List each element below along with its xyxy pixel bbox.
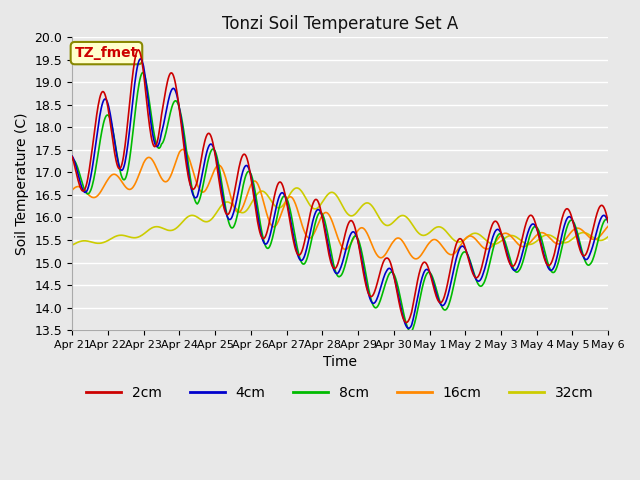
2cm: [604, 219, 612, 225]
8cm: [210, 146, 218, 152]
2cm: [210, 144, 218, 149]
2cm: [557, 222, 564, 228]
32cm: [385, 222, 392, 228]
4cm: [604, 220, 612, 226]
2cm: [333, 264, 340, 270]
16cm: [187, 160, 195, 166]
16cm: [333, 231, 340, 237]
Legend: 2cm, 4cm, 8cm, 16cm, 32cm: 2cm, 4cm, 8cm, 16cm, 32cm: [81, 380, 600, 405]
Title: Tonzi Soil Temperature Set A: Tonzi Soil Temperature Set A: [222, 15, 458, 33]
16cm: [210, 169, 218, 175]
8cm: [187, 177, 195, 182]
8cm: [407, 329, 415, 335]
2cm: [438, 299, 446, 304]
Line: 32cm: 32cm: [72, 188, 608, 245]
2cm: [68, 154, 76, 159]
Line: 2cm: 2cm: [72, 50, 608, 323]
Line: 8cm: 8cm: [72, 72, 608, 332]
16cm: [412, 256, 420, 262]
16cm: [68, 187, 76, 193]
32cm: [604, 234, 612, 240]
Line: 4cm: 4cm: [72, 59, 608, 328]
Text: TZ_fmet: TZ_fmet: [75, 46, 138, 60]
8cm: [139, 70, 147, 75]
4cm: [187, 182, 195, 188]
32cm: [68, 242, 76, 248]
2cm: [134, 47, 142, 53]
8cm: [333, 271, 340, 276]
32cm: [556, 239, 564, 244]
4cm: [557, 239, 564, 244]
4cm: [385, 265, 392, 271]
2cm: [187, 183, 195, 189]
8cm: [385, 272, 392, 278]
8cm: [68, 157, 76, 163]
16cm: [179, 146, 187, 152]
32cm: [333, 192, 340, 198]
4cm: [405, 325, 413, 331]
4cm: [137, 56, 145, 62]
2cm: [403, 320, 410, 325]
4cm: [333, 271, 340, 276]
32cm: [209, 215, 217, 221]
32cm: [438, 225, 445, 230]
16cm: [557, 240, 564, 246]
Line: 16cm: 16cm: [72, 149, 608, 259]
X-axis label: Time: Time: [323, 355, 357, 369]
16cm: [604, 223, 612, 229]
8cm: [604, 218, 612, 224]
32cm: [186, 213, 194, 219]
4cm: [210, 145, 218, 151]
4cm: [438, 302, 446, 308]
32cm: [293, 185, 301, 191]
16cm: [385, 246, 392, 252]
16cm: [438, 243, 446, 249]
8cm: [557, 251, 564, 257]
4cm: [68, 153, 76, 159]
Y-axis label: Soil Temperature (C): Soil Temperature (C): [15, 112, 29, 255]
2cm: [385, 256, 392, 262]
8cm: [438, 304, 446, 310]
